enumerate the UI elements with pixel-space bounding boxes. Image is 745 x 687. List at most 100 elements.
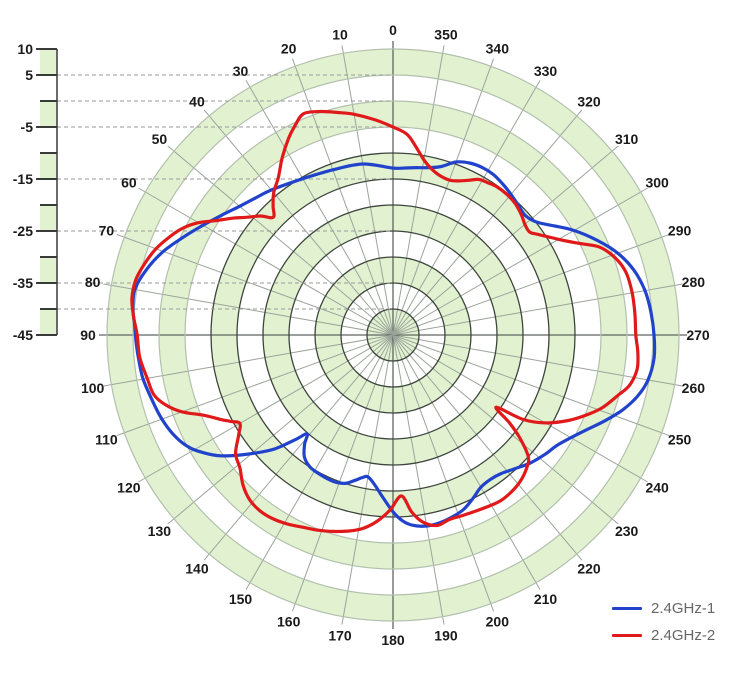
legend-item-2: 2.4GHz-2 — [612, 625, 715, 645]
spoke-line — [392, 187, 648, 336]
angle-label: 120 — [117, 480, 141, 496]
db-axis-green-block — [40, 257, 57, 283]
legend: 2.4GHz-1 2.4GHz-2 — [612, 598, 715, 645]
angle-label: 210 — [534, 591, 558, 607]
angle-label: 20 — [281, 40, 297, 56]
dark-circle — [288, 230, 498, 440]
angle-label: 250 — [668, 431, 692, 447]
legend-line-blue-icon — [612, 606, 642, 610]
series-curves — [130, 109, 657, 534]
db-axis-green-block — [40, 309, 57, 335]
spoke-line — [291, 334, 394, 612]
spoke-line — [167, 334, 394, 525]
angle-label: 320 — [577, 93, 601, 109]
db-axis-label: 5 — [25, 67, 33, 83]
spoke-line — [392, 80, 541, 336]
angle-label: 330 — [534, 63, 558, 79]
angle-label: 200 — [486, 614, 510, 630]
angle-label: 70 — [99, 223, 115, 239]
spoke-line — [245, 334, 394, 590]
angle-label: 100 — [81, 380, 105, 396]
spoke-line — [392, 334, 583, 561]
angle-label: 220 — [577, 561, 601, 577]
angle-label: 50 — [152, 131, 168, 147]
angle-label: 30 — [233, 63, 249, 79]
angle-label: 180 — [381, 632, 405, 648]
legend-label-2: 2.4GHz-2 — [651, 626, 716, 644]
db-axis-green-block — [40, 49, 57, 75]
spoke-line — [392, 45, 445, 336]
spoke-line — [392, 109, 583, 336]
angle-label: 150 — [229, 591, 253, 607]
angle-label: 90 — [80, 327, 96, 343]
angle-label: 240 — [645, 480, 669, 496]
dark-circle — [340, 282, 446, 388]
db-axis-label: -45 — [13, 327, 33, 343]
angle-label: 110 — [95, 431, 118, 447]
polar-spokes — [99, 41, 687, 629]
legend-item-1: 2.4GHz-1 — [612, 598, 715, 618]
spoke-line — [392, 58, 495, 336]
angle-label: 280 — [682, 274, 706, 290]
dark-circle — [236, 178, 550, 492]
dark-circle — [210, 152, 576, 518]
spoke-line — [392, 334, 670, 437]
angle-label: 230 — [615, 523, 639, 539]
angle-label: 270 — [686, 327, 710, 343]
spoke-line — [392, 233, 670, 336]
spoke-line — [245, 80, 394, 336]
angle-label: 60 — [121, 175, 137, 191]
angle-label: 290 — [668, 223, 692, 239]
spoke-line — [392, 334, 495, 612]
spoke-line — [203, 109, 394, 336]
spoke-line — [392, 334, 619, 525]
db-axis-label: 10 — [17, 41, 33, 57]
db-axis-label: -35 — [13, 275, 33, 291]
dark-circle — [314, 256, 472, 414]
series-curve-2.4GHz-2 — [130, 109, 640, 534]
spoke-line — [341, 45, 394, 336]
light-circle — [158, 100, 628, 570]
spoke-line — [167, 145, 394, 336]
legend-line-red-icon — [612, 633, 642, 637]
angle-label: 80 — [85, 274, 101, 290]
spoke-line — [392, 334, 541, 590]
db-axis: 10 5 -5 -15 -25 -35 -45 — [13, 41, 58, 343]
db-axis-green-block — [40, 205, 57, 231]
angle-label: 0 — [389, 22, 397, 38]
angle-label: 140 — [185, 561, 209, 577]
db-axis-green-block — [40, 153, 57, 179]
angle-label: 190 — [434, 627, 458, 643]
angle-label: 350 — [434, 27, 458, 43]
spoke-line — [392, 283, 683, 336]
angle-label: 10 — [332, 27, 348, 43]
legend-label-1: 2.4GHz-1 — [651, 599, 716, 617]
db-axis-label: -25 — [13, 223, 33, 239]
db-axis-green-block — [40, 101, 57, 127]
db-axis-label: -5 — [21, 119, 34, 135]
angle-label: 300 — [645, 175, 669, 191]
spoke-line — [103, 334, 394, 387]
dark-circle — [366, 308, 420, 362]
spoke-line — [138, 334, 394, 483]
spoke-line — [392, 145, 619, 336]
spoke-line — [291, 58, 394, 336]
angle-label: 170 — [328, 627, 352, 643]
spoke-line — [203, 334, 394, 561]
light-circle — [106, 48, 680, 622]
dark-circle — [262, 204, 524, 466]
angle-label: 40 — [189, 93, 205, 109]
db-axis-label: -15 — [13, 171, 33, 187]
spoke-line — [392, 334, 648, 483]
angle-label: 260 — [682, 380, 706, 396]
angle-label: 130 — [148, 523, 172, 539]
spoke-line — [392, 334, 445, 625]
angle-labels: 0 10 20 30 40 50 60 70 80 90 100 110 120 130 140 150 160… — [80, 22, 710, 648]
angle-label: 160 — [277, 614, 301, 630]
spoke-line — [138, 187, 394, 336]
spoke-line — [341, 334, 394, 625]
angle-label: 340 — [486, 40, 510, 56]
angle-label: 310 — [615, 131, 639, 147]
